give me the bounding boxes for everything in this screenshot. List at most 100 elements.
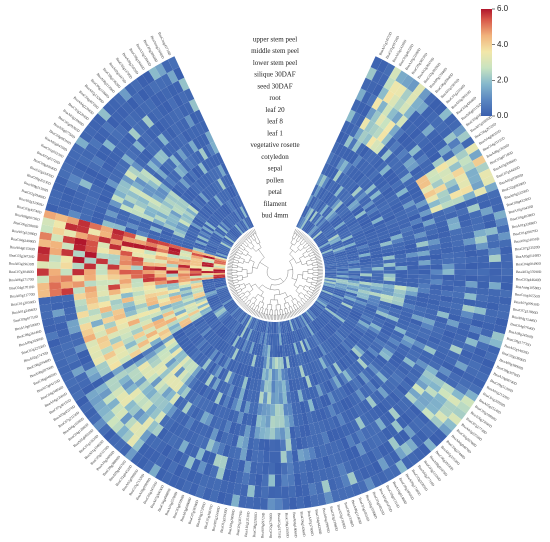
heatmap-cell bbox=[334, 202, 346, 214]
heatmap-cell bbox=[106, 415, 120, 429]
dendrogram-branch bbox=[274, 309, 278, 315]
heatmap-cell bbox=[354, 210, 367, 220]
heatmap-cell bbox=[166, 273, 179, 278]
heatmap-cell bbox=[388, 93, 401, 108]
heatmap-cell bbox=[141, 114, 155, 128]
heatmap-cell bbox=[256, 462, 264, 475]
heatmap-cell bbox=[111, 340, 125, 351]
heatmap-cell bbox=[345, 164, 356, 177]
heatmap-cell bbox=[129, 213, 142, 222]
heatmap-cell bbox=[416, 296, 429, 304]
heatmap-cell bbox=[452, 245, 465, 253]
heatmap-cell bbox=[343, 135, 354, 148]
heatmap-cell bbox=[291, 449, 299, 463]
heatmap-cell bbox=[190, 260, 203, 265]
heatmap-cell bbox=[493, 209, 507, 220]
gene-label: BnaA05g22440D bbox=[211, 506, 221, 532]
heatmap-cell bbox=[375, 310, 388, 318]
heatmap-cell bbox=[100, 225, 114, 234]
heatmap-cell bbox=[211, 321, 222, 331]
heatmap-cell bbox=[421, 390, 435, 403]
heatmap-cell bbox=[415, 174, 429, 186]
heatmap-cell bbox=[143, 285, 156, 291]
heatmap-cell bbox=[275, 439, 281, 452]
heatmap-cell bbox=[164, 219, 178, 228]
heatmap-cell bbox=[320, 246, 333, 254]
heatmap-cell bbox=[195, 320, 207, 330]
heatmap-cell bbox=[275, 333, 278, 346]
heatmap-cell bbox=[144, 97, 157, 112]
heatmap-cell bbox=[204, 221, 216, 231]
heatmap-cell bbox=[284, 344, 289, 357]
heatmap-cell bbox=[393, 249, 406, 256]
heatmap-cell bbox=[394, 368, 407, 380]
heatmap-cell bbox=[96, 199, 110, 210]
heatmap-cell bbox=[89, 313, 102, 322]
heatmap-cell bbox=[143, 84, 156, 98]
heatmap-cell bbox=[451, 388, 465, 402]
heatmap-cell bbox=[237, 311, 246, 323]
heatmap-cell bbox=[451, 366, 466, 378]
heatmap-cell bbox=[376, 334, 389, 345]
heatmap-cell bbox=[84, 166, 99, 179]
heatmap-cell bbox=[194, 122, 205, 136]
heatmap-cell bbox=[203, 252, 216, 258]
heatmap-cell bbox=[145, 127, 158, 141]
heatmap-cell bbox=[487, 240, 500, 249]
heatmap-cell bbox=[197, 301, 209, 310]
heatmap-cell bbox=[190, 313, 203, 323]
heatmap-cell bbox=[219, 205, 229, 217]
heatmap-cell bbox=[358, 252, 371, 258]
heatmap-cell bbox=[395, 459, 408, 474]
heatmap-cell bbox=[283, 403, 289, 416]
heatmap-cell bbox=[374, 417, 387, 431]
heatmap-cell bbox=[382, 251, 395, 257]
heatmap-cell bbox=[296, 316, 303, 328]
heatmap-cell bbox=[355, 114, 366, 128]
heatmap-cell bbox=[482, 321, 496, 332]
heatmap-cell bbox=[464, 197, 479, 208]
heatmap-cell bbox=[259, 427, 266, 440]
heatmap-cell bbox=[167, 253, 180, 259]
heatmap-cell bbox=[352, 207, 365, 217]
heatmap-cell bbox=[187, 227, 200, 235]
heatmap-cell bbox=[108, 288, 121, 296]
heatmap-cell bbox=[222, 297, 234, 306]
heatmap-cell bbox=[56, 328, 70, 338]
heatmap-cell bbox=[475, 242, 489, 251]
heatmap-cell bbox=[173, 349, 186, 361]
heatmap-cell bbox=[48, 275, 61, 283]
gene-label: BnaC07g11860D bbox=[513, 307, 539, 315]
heatmap-cell bbox=[318, 241, 330, 249]
heatmap-cell bbox=[418, 278, 431, 285]
heatmap-cell bbox=[241, 339, 249, 352]
heatmap-cell bbox=[383, 277, 396, 282]
heatmap-cell bbox=[433, 320, 447, 330]
heatmap-cell bbox=[343, 194, 354, 206]
heatmap-cell bbox=[60, 340, 75, 352]
heatmap-cell bbox=[406, 282, 419, 288]
heatmap-cell bbox=[178, 197, 190, 208]
heatmap-cell bbox=[316, 299, 327, 308]
heatmap-cell bbox=[324, 339, 334, 351]
heatmap-cell bbox=[132, 140, 146, 153]
heatmap-cell bbox=[148, 450, 162, 464]
heatmap-cell bbox=[358, 286, 371, 292]
heatmap-cell bbox=[439, 236, 452, 244]
heatmap-cell bbox=[118, 179, 132, 190]
heatmap-cell bbox=[177, 398, 189, 412]
heatmap-cell bbox=[311, 184, 319, 196]
heatmap-cell bbox=[286, 391, 292, 404]
heatmap-cell bbox=[429, 288, 442, 296]
heatmap-cell bbox=[243, 401, 251, 414]
heatmap-cell bbox=[268, 333, 272, 346]
heatmap-cell bbox=[428, 360, 442, 371]
heatmap-cell bbox=[418, 374, 432, 386]
heatmap-cell bbox=[331, 402, 341, 416]
heatmap-cell bbox=[301, 412, 309, 426]
heatmap-cell bbox=[119, 269, 132, 275]
heatmap-cell bbox=[144, 183, 157, 194]
heatmap-cell bbox=[79, 130, 94, 144]
heatmap-cell bbox=[263, 439, 270, 452]
heatmap-cell bbox=[381, 210, 395, 220]
